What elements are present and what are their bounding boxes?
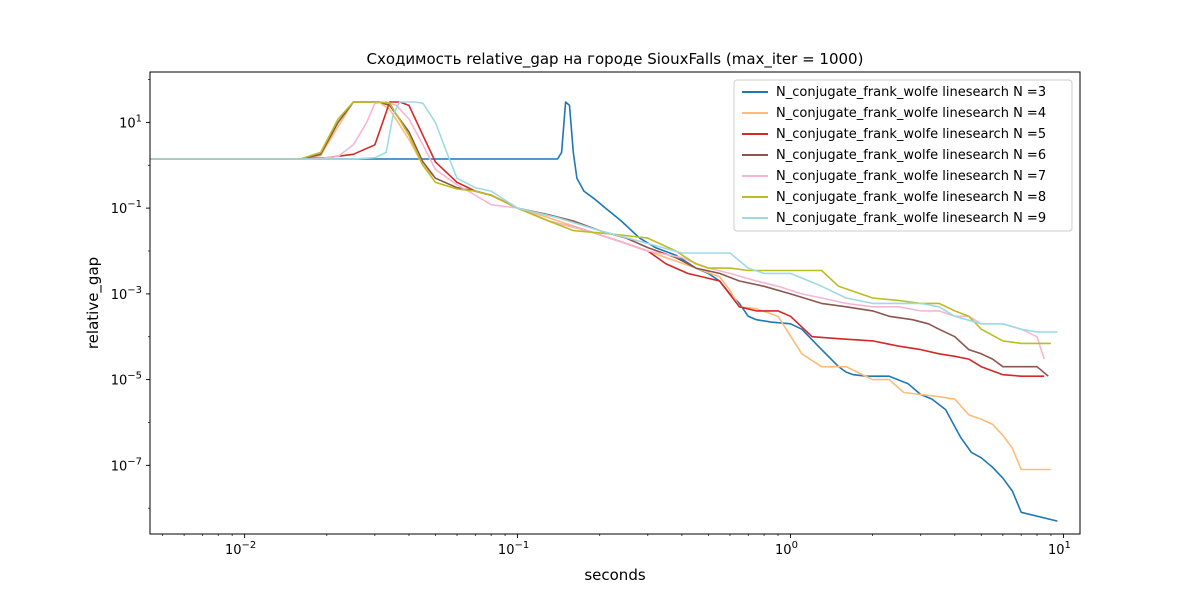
- y-axis-ticks: 10−7 10−5 10−3 10−1 101: [111, 79, 150, 509]
- chart-title: Сходимость relative_gap на городе SiouxF…: [367, 50, 864, 69]
- y-axis-label: relative_gap: [84, 257, 103, 349]
- series-line-1: [150, 101, 1058, 522]
- x-tick-label: 100: [775, 540, 798, 558]
- legend-label-3: N_conjugate_frank_wolfe linesearch N =5: [776, 127, 1046, 142]
- x-tick-label: 10−1: [498, 540, 529, 558]
- series-line-6: [150, 101, 1051, 345]
- legend-label-6: N_conjugate_frank_wolfe linesearch N =8: [776, 190, 1046, 205]
- y-tick-label: 10−7: [111, 456, 142, 474]
- y-tick-label: 10−5: [111, 371, 142, 389]
- y-tick-label: 10−1: [111, 199, 142, 217]
- x-axis-ticks: 10−2 10−1 100 101: [162, 534, 1071, 558]
- x-axis-label: seconds: [584, 566, 645, 584]
- series-line-4: [150, 101, 1049, 377]
- series-line-7: [150, 101, 1058, 333]
- legend-label-2: N_conjugate_frank_wolfe linesearch N =4: [776, 106, 1046, 121]
- plot-frame: [149, 71, 1081, 535]
- x-tick-label: 10−2: [225, 540, 256, 558]
- legend-box: [733, 79, 1073, 232]
- plot-lines: [150, 101, 1058, 522]
- series-line-2: [150, 101, 1051, 471]
- legend: N_conjugate_frank_wolfe linesearch N =3 N…: [733, 79, 1073, 232]
- legend-label-4: N_conjugate_frank_wolfe linesearch N =6: [776, 148, 1046, 163]
- y-tick-label: 10−3: [111, 285, 142, 303]
- y-tick-label: 101: [119, 113, 142, 131]
- legend-label-7: N_conjugate_frank_wolfe linesearch N =9: [776, 211, 1046, 226]
- legend-label-1: N_conjugate_frank_wolfe linesearch N =3: [776, 85, 1046, 100]
- legend-label-5: N_conjugate_frank_wolfe linesearch N =7: [776, 169, 1046, 184]
- x-tick-label: 101: [1048, 540, 1071, 558]
